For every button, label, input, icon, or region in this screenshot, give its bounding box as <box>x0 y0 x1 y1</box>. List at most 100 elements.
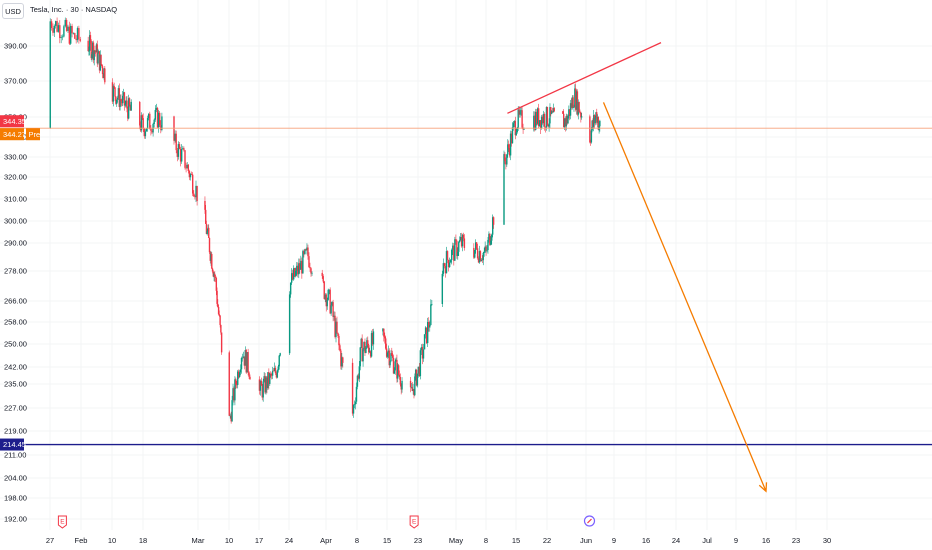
candle-body <box>535 111 537 130</box>
last-price-tag-text: 344.35 <box>3 117 26 126</box>
candle-body <box>111 82 114 102</box>
candle-body <box>473 247 475 258</box>
projection-arrow[interactable] <box>602 102 767 492</box>
candle-body <box>577 101 579 115</box>
time-axis[interactable]: 27 Feb 10 18 Mar 10 17 24 Apr 8 15 23 May 8 15 22 Jun 9 16… <box>46 536 831 545</box>
candle-body <box>366 340 368 348</box>
candle-body <box>230 415 232 422</box>
candle-body <box>358 366 361 379</box>
candle-body <box>391 353 393 356</box>
candle-body <box>594 117 596 124</box>
candle-body <box>508 147 511 156</box>
candle-body <box>593 115 596 124</box>
candle-body <box>356 375 359 387</box>
candle-body <box>195 185 197 198</box>
candle-body <box>59 25 61 39</box>
candle-body <box>370 333 373 357</box>
candle-body <box>209 252 211 261</box>
candle-body <box>303 251 305 254</box>
candle-body <box>278 355 280 367</box>
candle-body <box>63 26 65 37</box>
candle-body <box>566 116 568 124</box>
candle-body <box>79 39 81 41</box>
candle-body <box>365 347 367 353</box>
symbol-title: Tesla, Inc. · 30 · NASDAQ <box>30 5 118 14</box>
y-tick-label: 266.00 <box>4 297 27 306</box>
x-tick-label: 24 <box>672 536 680 545</box>
candle-body <box>452 245 454 250</box>
currency-button[interactable]: USD <box>2 3 24 19</box>
candle-body <box>456 240 458 256</box>
candle-body <box>90 40 92 59</box>
y-tick-label: 370.00 <box>4 77 27 86</box>
candle-body <box>397 365 400 375</box>
candle-body <box>441 273 444 305</box>
candle-body <box>454 239 456 261</box>
candle-body <box>302 251 304 274</box>
x-tick-label: 15 <box>383 536 391 545</box>
candle-body <box>353 404 356 406</box>
candle-body <box>258 379 261 391</box>
candle-body <box>261 385 263 398</box>
trend-line[interactable] <box>507 42 662 114</box>
candle-body <box>140 115 143 131</box>
candle-body <box>94 50 96 52</box>
x-tick-label: 27 <box>46 536 54 545</box>
candle-body <box>419 350 422 377</box>
x-tick-label: 24 <box>285 536 293 545</box>
candle-body <box>154 109 156 120</box>
candle-body <box>214 273 216 277</box>
candle-body <box>241 357 244 359</box>
candle-body <box>599 120 601 127</box>
chart-drawings[interactable] <box>507 42 768 493</box>
candle-body <box>188 170 191 178</box>
candle-body <box>103 68 105 79</box>
candle-body <box>331 302 333 306</box>
candle-body <box>540 116 543 129</box>
candle-body <box>101 66 104 75</box>
candle-body <box>410 387 413 388</box>
candle-body <box>479 251 482 262</box>
projection-arrowhead <box>758 482 768 493</box>
candle-body <box>503 154 505 225</box>
candle-body <box>71 25 73 34</box>
candle-body <box>263 376 265 382</box>
support-price-tag <box>0 438 24 451</box>
candle-body <box>122 92 125 96</box>
candle-body <box>270 373 273 376</box>
x-tick-label: 10 <box>108 536 116 545</box>
candle-body <box>288 294 291 354</box>
candle-body <box>389 361 391 366</box>
candle-body <box>218 314 221 316</box>
candle-body <box>113 85 115 88</box>
earnings-marker-icon[interactable] <box>57 515 67 529</box>
x-tick-label: 8 <box>484 536 488 545</box>
candle-body <box>457 251 459 256</box>
candle-body <box>74 33 76 39</box>
candle-body <box>458 242 460 252</box>
candle-body <box>460 236 463 247</box>
candle-body <box>294 268 296 277</box>
candle-body <box>595 112 597 118</box>
candle-body <box>104 68 106 83</box>
candle-body <box>578 101 580 113</box>
candle-body <box>382 328 384 332</box>
x-tick-label: 8 <box>355 536 359 545</box>
candle-body <box>194 196 196 198</box>
candle-body <box>444 266 447 274</box>
candle-body <box>596 117 599 123</box>
candle-body <box>264 376 266 393</box>
earnings-marker-icon[interactable] <box>409 515 419 529</box>
y-tick-label: 227.00 <box>4 404 27 413</box>
candle-body <box>306 247 308 251</box>
price-levels <box>0 127 932 446</box>
candle-body <box>87 40 89 52</box>
candle-body <box>189 174 192 178</box>
candle-body <box>156 107 159 128</box>
candle-body <box>95 50 97 53</box>
candle-body <box>544 126 547 128</box>
candle-body <box>228 352 230 416</box>
candle-body <box>186 164 188 169</box>
